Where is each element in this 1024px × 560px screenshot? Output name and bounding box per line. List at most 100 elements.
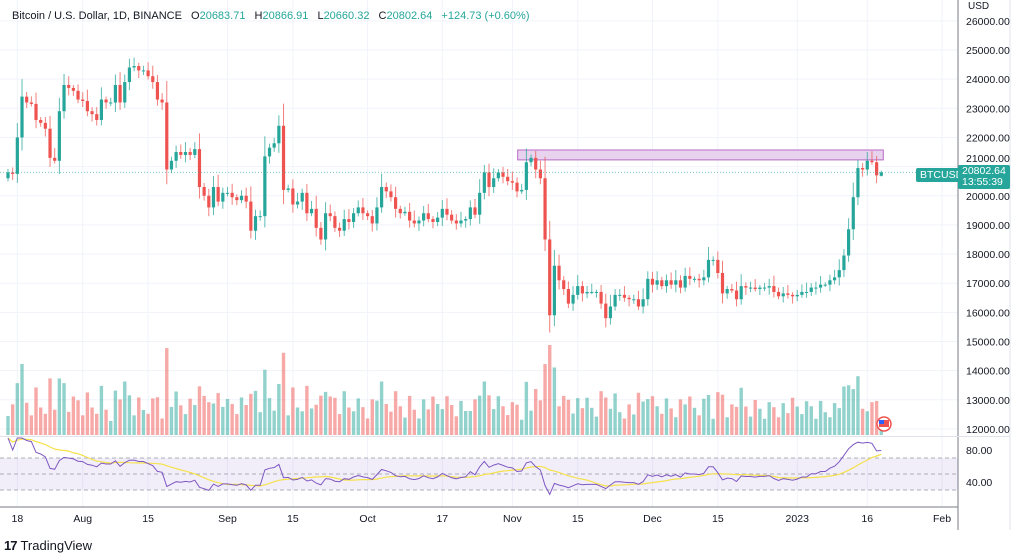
price-tick-label: 25000.00 — [966, 45, 1010, 57]
volume-bar — [258, 412, 262, 435]
volume-bar — [818, 400, 823, 435]
volume-bar — [421, 399, 426, 435]
time-tick-label: Nov — [503, 513, 522, 525]
price-tick-label: 18000.00 — [966, 249, 1010, 261]
candle-body — [179, 152, 183, 155]
candle-body — [744, 286, 748, 288]
volume-bar — [641, 401, 645, 435]
candle-body — [842, 255, 846, 271]
candle-body — [137, 66, 141, 71]
volume-bar — [29, 415, 34, 435]
candle-body — [758, 287, 762, 290]
candle-body — [403, 211, 407, 214]
candle-body — [706, 259, 711, 278]
volume-bar — [351, 411, 356, 435]
candle-body — [473, 207, 477, 215]
candle-body — [370, 216, 374, 224]
candle-body — [20, 96, 24, 138]
currency-label: USD — [968, 1, 990, 12]
candle-body — [193, 149, 197, 155]
candle-body — [688, 275, 692, 279]
candle-body — [291, 188, 295, 205]
candle-body — [398, 208, 402, 214]
candle-body — [720, 272, 725, 294]
candle-body — [674, 280, 678, 285]
volume-bar — [370, 399, 374, 435]
volume-bar — [375, 400, 379, 435]
candle-body — [594, 291, 599, 293]
candle-body — [875, 162, 879, 176]
candle-body — [333, 216, 337, 228]
volume-bar — [543, 364, 547, 435]
candle-body — [823, 284, 827, 286]
time-tick-label: 16 — [861, 513, 873, 525]
candle-body — [440, 208, 444, 218]
tradingview-logo[interactable]: 17 TradingView — [4, 538, 92, 553]
volume-bar — [272, 410, 276, 435]
candle-body — [734, 290, 739, 300]
volume-bar — [482, 381, 487, 435]
candle-body — [109, 102, 113, 104]
candle-body — [828, 280, 832, 285]
volume-bar — [716, 392, 720, 435]
volume-bar — [781, 403, 785, 435]
price-tick-label: 21000.00 — [966, 153, 1010, 165]
volume-bar — [795, 406, 799, 435]
candle-body — [6, 172, 10, 179]
candle-body — [566, 289, 570, 304]
candle-body — [510, 181, 514, 183]
volume-bar — [809, 406, 813, 435]
price-tick-label: 12000.00 — [966, 424, 1010, 436]
candle-body — [15, 137, 19, 174]
candle-body — [323, 213, 328, 240]
time-tick-label: Sep — [218, 513, 237, 525]
volume-bar — [711, 418, 715, 435]
volume-bar — [393, 391, 398, 435]
candle-body — [436, 217, 440, 222]
volume-bar — [445, 396, 449, 435]
candle-body — [879, 172, 883, 176]
candle-body — [25, 96, 29, 103]
candle-body — [716, 259, 720, 273]
volume-bar — [613, 393, 617, 435]
volume-bar — [566, 399, 571, 435]
candle-body — [571, 294, 575, 304]
bar-countdown: 13:55:39 — [962, 176, 1003, 188]
volume-bar — [118, 399, 122, 435]
candle-body — [800, 291, 804, 295]
candle-body — [239, 195, 244, 201]
volume-bar — [328, 396, 332, 435]
candle-body — [361, 207, 365, 214]
candle-body — [515, 182, 519, 192]
candle-body — [263, 156, 267, 217]
volume-bar — [403, 417, 407, 435]
candle-body — [804, 291, 809, 293]
candle-body — [809, 287, 813, 292]
candle-body — [464, 219, 468, 221]
candle-body — [365, 213, 370, 217]
candle-body — [99, 99, 103, 120]
candle-body — [258, 216, 262, 218]
candle-body — [492, 178, 496, 188]
volume-bar — [664, 398, 669, 435]
volume-bar — [669, 408, 673, 435]
volume-bar — [650, 396, 655, 435]
volume-bar — [6, 416, 10, 435]
volume-bar — [244, 405, 248, 435]
volume-bar — [837, 408, 841, 435]
candle-body — [174, 152, 178, 161]
candle-body — [267, 147, 272, 157]
volume-bar — [202, 395, 206, 435]
volume-bar — [870, 402, 874, 435]
last-price-label: 20802.64 13:55:39 — [958, 165, 1010, 189]
candle-body — [380, 187, 384, 208]
volume-bar — [253, 390, 258, 435]
candle-body — [753, 287, 757, 290]
candle-body — [660, 280, 664, 287]
volume-bar — [440, 409, 445, 435]
high-value: 20866.91 — [262, 10, 309, 22]
candle-body — [183, 152, 188, 155]
volume-bar — [767, 402, 771, 435]
volume-bar — [183, 414, 188, 435]
